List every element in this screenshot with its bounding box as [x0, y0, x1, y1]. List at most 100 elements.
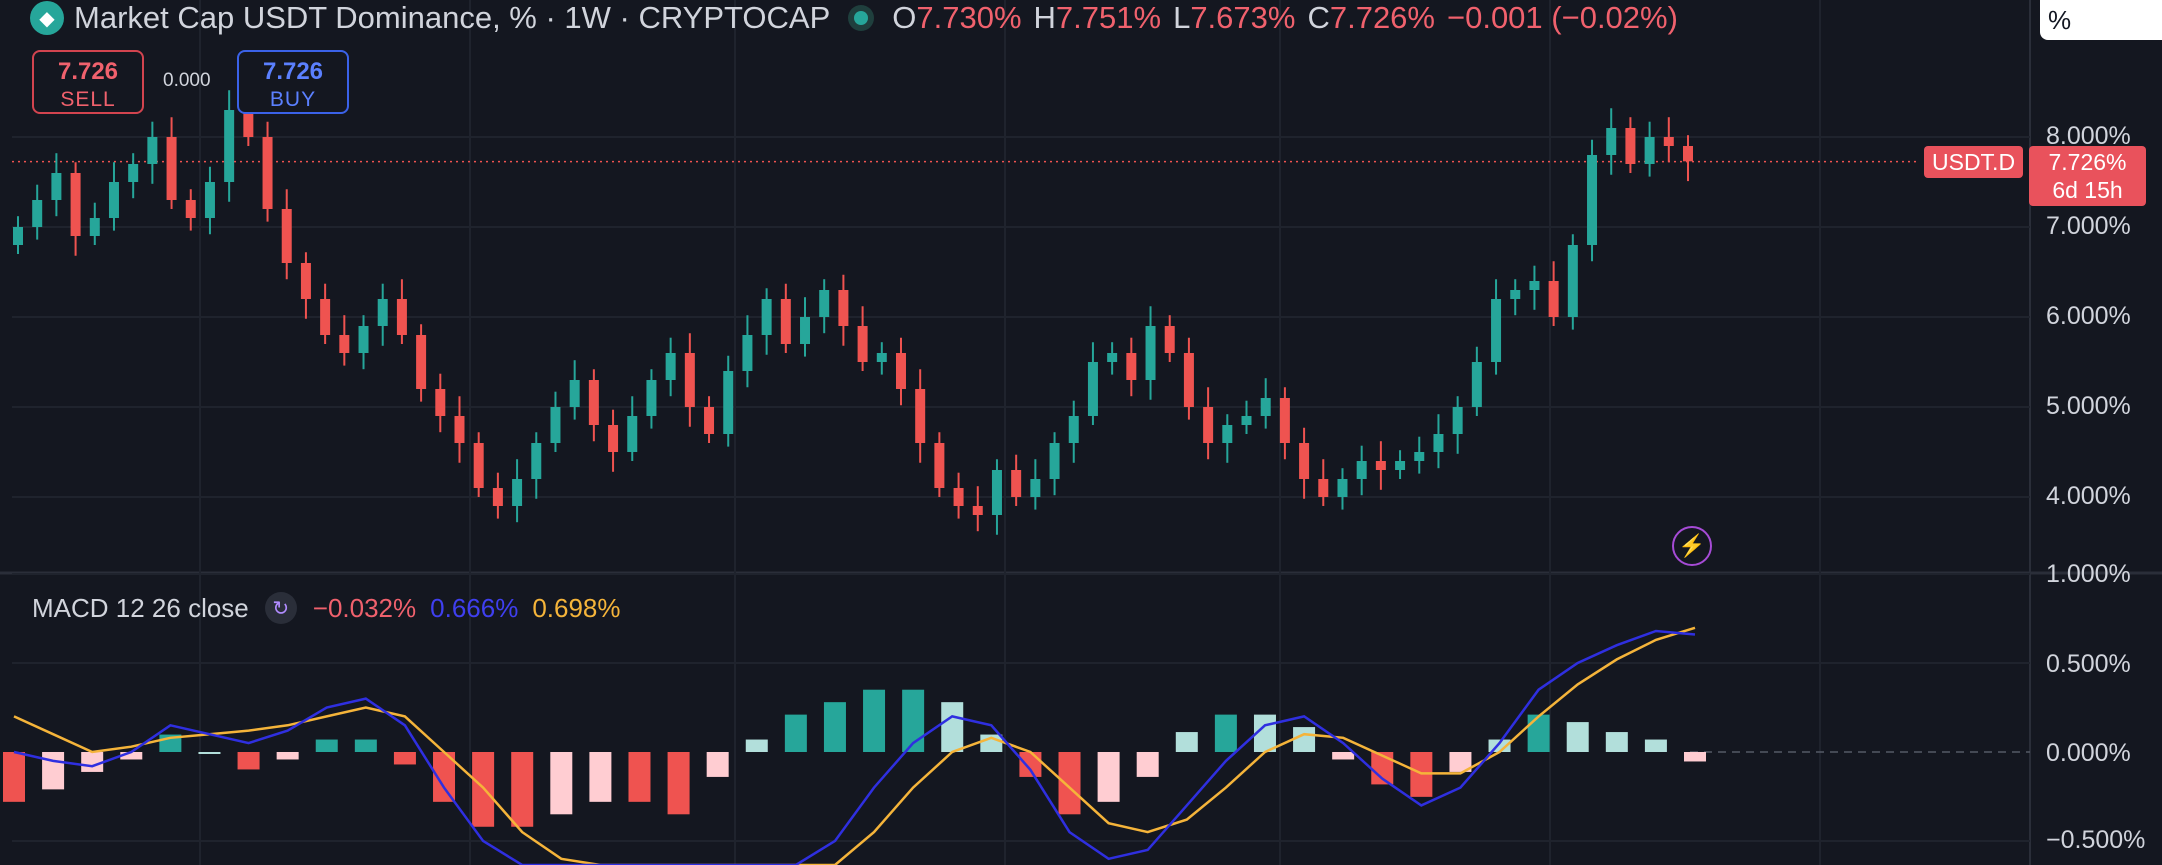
sync-icon[interactable]: ↻: [264, 592, 297, 624]
histogram-bar: [393, 752, 416, 765]
candle-body: [1663, 137, 1674, 146]
candle-body: [1510, 290, 1521, 299]
histogram-bar: [1605, 732, 1628, 752]
candle-body: [300, 263, 311, 299]
candle-body: [876, 353, 887, 362]
candle-body: [742, 335, 753, 371]
market-status-icon[interactable]: [848, 5, 875, 31]
histogram-bar: [354, 739, 377, 752]
candle-body: [147, 137, 158, 164]
macd-line-value: 0.666%: [430, 592, 519, 623]
candle-body: [915, 389, 926, 443]
ohlc-high-key: H: [1033, 0, 1056, 35]
candle-body: [972, 506, 983, 515]
histogram-bar: [589, 752, 612, 802]
buy-button[interactable]: 7.726 BUY: [237, 50, 349, 114]
buy-price: 7.726: [262, 58, 324, 85]
candle-body: [243, 110, 254, 137]
histogram-bar: [433, 752, 456, 802]
chart-header: ◆ Market Cap USDT Dominance, % · 1W · CR…: [30, 0, 1678, 36]
candle-body: [1337, 479, 1348, 497]
price-change: −0.001 (−0.02%): [1446, 0, 1678, 35]
candle-body: [339, 335, 350, 353]
candle-body: [1606, 128, 1617, 155]
candle-body: [51, 173, 62, 200]
candle-body: [224, 110, 235, 182]
candle-body: [1145, 326, 1156, 380]
ohlc-high-value: 7.751%: [1055, 0, 1162, 35]
candle-body: [991, 470, 1002, 515]
candle-body: [800, 317, 811, 344]
candle-body: [1318, 479, 1329, 497]
macd-title[interactable]: MACD 12 26 close: [32, 592, 249, 623]
candle-body: [108, 182, 119, 218]
candle-body: [780, 299, 791, 344]
sell-label: SELL: [60, 88, 116, 111]
candle-body: [646, 380, 657, 416]
candle-body: [1644, 137, 1655, 164]
candle-body: [550, 407, 561, 443]
candle-body: [1587, 155, 1598, 245]
candle-body: [512, 479, 523, 506]
lightning-icon[interactable]: ⚡: [1672, 526, 1712, 566]
candle-body: [1183, 353, 1194, 407]
candle-body: [1299, 443, 1310, 479]
ohlc-open-value: 7.730%: [916, 0, 1022, 35]
bar-countdown: 6d 15h: [2052, 177, 2123, 203]
candle-body: [531, 443, 542, 479]
macd-axis-label: 0.500%: [2046, 650, 2131, 678]
candle-body: [358, 326, 369, 353]
macd-axis-label: 1.000%: [2046, 560, 2131, 588]
last-price-tag: 7.726% 6d 15h: [2029, 146, 2146, 206]
macd-axis-label: 0.000%: [2046, 739, 2131, 767]
candle-body: [13, 227, 23, 245]
candle-body: [473, 443, 484, 488]
candle-body: [1030, 479, 1041, 497]
candle-body: [435, 389, 446, 416]
candle-body: [1414, 452, 1425, 461]
candle-body: [128, 164, 139, 182]
candle-body: [1395, 461, 1406, 470]
histogram-bar: [863, 689, 886, 752]
candle-body: [1491, 299, 1502, 362]
candle-body: [1011, 470, 1022, 497]
candle-body: [684, 353, 695, 407]
candle-body: [895, 353, 906, 389]
ohlc-open-key: O: [892, 0, 917, 35]
histogram-bar: [550, 752, 573, 815]
candle-body: [704, 407, 715, 434]
candle-body: [1107, 353, 1118, 362]
candle-body: [1567, 245, 1578, 317]
price-axis-label: 4.000%: [2046, 482, 2131, 510]
histogram-bar: [1684, 752, 1706, 762]
candle-body: [262, 137, 273, 209]
symbol-title[interactable]: Market Cap USDT Dominance, % · 1W · CRYP…: [74, 0, 831, 35]
price-axis-label: 8.000%: [2046, 122, 2131, 150]
candle-body: [1375, 461, 1386, 470]
candle-body: [1625, 128, 1636, 164]
candle-body: [204, 182, 215, 218]
price-axis-label: 5.000%: [2046, 392, 2131, 420]
candle-body: [396, 299, 407, 335]
histogram-bar: [198, 752, 221, 754]
histogram-bar: [1136, 752, 1159, 777]
ohlc-close-key: C: [1307, 0, 1330, 35]
sell-button[interactable]: 7.726 SELL: [32, 50, 144, 114]
candle-body: [761, 299, 772, 335]
candle-body: [1548, 281, 1559, 317]
candle-body: [1222, 425, 1233, 443]
histogram-bar: [3, 752, 25, 802]
candle-body: [166, 137, 177, 200]
candle-body: [185, 200, 196, 218]
candle-body: [569, 380, 580, 407]
candle-body: [454, 416, 465, 443]
candle-body: [1529, 281, 1540, 290]
histogram-bar: [276, 752, 299, 760]
candle-body: [953, 488, 964, 506]
candle-body: [627, 416, 638, 452]
candle-body: [1087, 362, 1098, 416]
percent-scale-button[interactable]: %: [2040, 0, 2162, 40]
histogram-bar: [706, 752, 729, 777]
histogram-bar: [1019, 752, 1042, 777]
